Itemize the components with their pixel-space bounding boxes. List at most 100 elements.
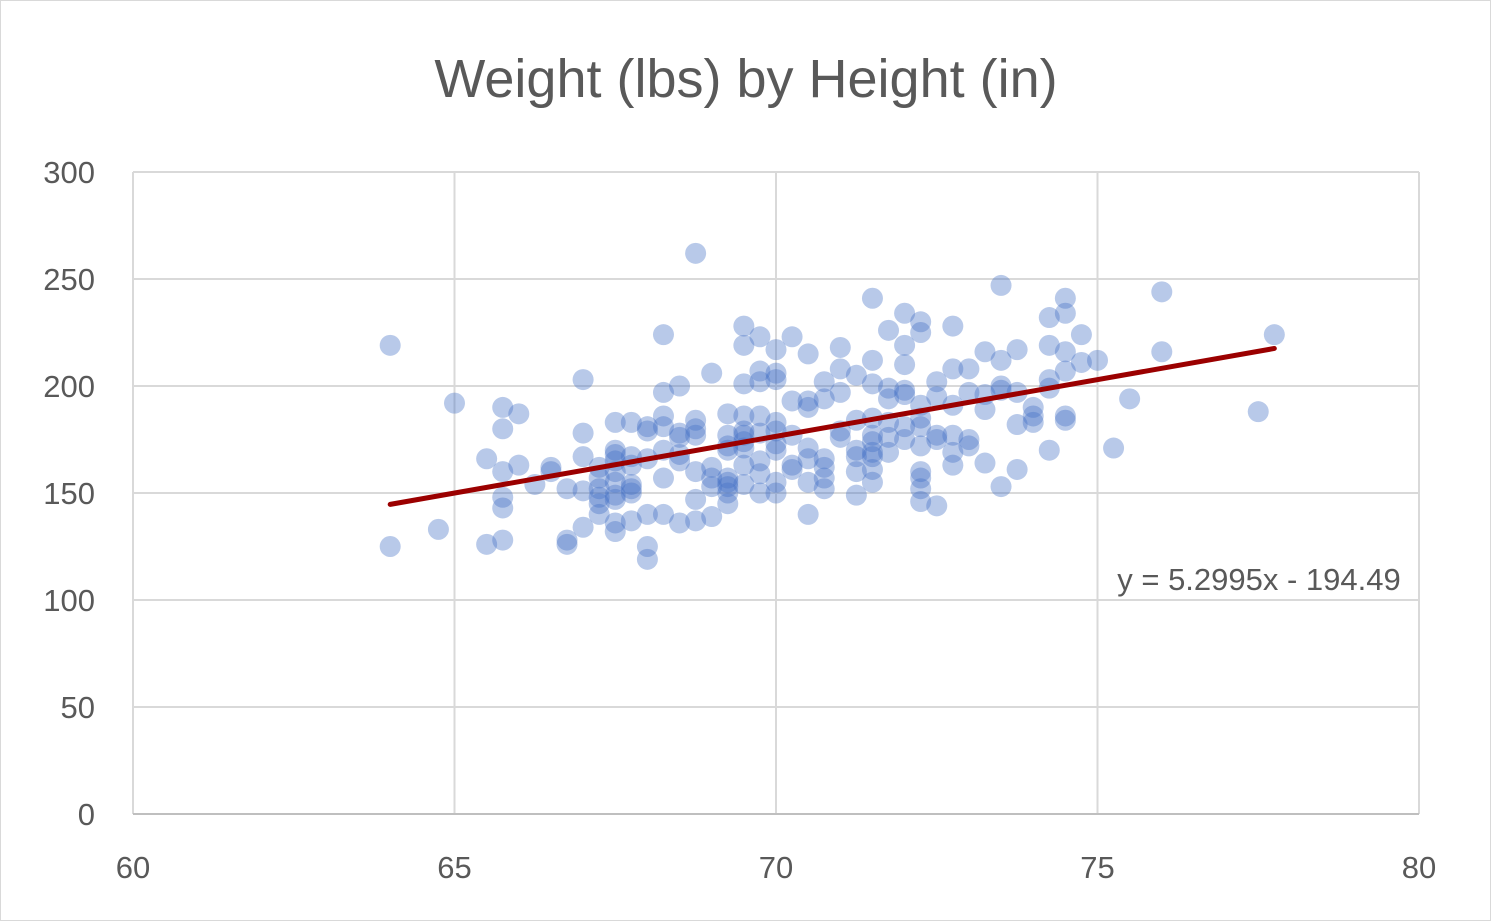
data-point	[444, 392, 465, 414]
data-point	[878, 426, 900, 448]
data-point	[781, 458, 803, 480]
data-point	[926, 371, 948, 393]
data-point	[829, 336, 851, 358]
data-point	[749, 450, 771, 472]
data-point	[894, 334, 916, 356]
trendline	[387, 345, 1277, 507]
data-point	[813, 388, 835, 410]
data-point	[861, 431, 883, 453]
data-point	[1006, 414, 1028, 436]
data-points	[379, 242, 1285, 570]
data-point	[572, 446, 594, 468]
data-point	[926, 424, 948, 446]
data-point	[669, 375, 691, 397]
data-point	[861, 424, 883, 446]
x-tick-label: 70	[759, 850, 793, 885]
data-point	[733, 334, 755, 356]
data-point	[813, 371, 835, 393]
data-point	[588, 493, 610, 515]
data-point	[910, 461, 932, 483]
x-tick-label: 75	[1080, 850, 1114, 885]
data-point	[636, 548, 658, 570]
data-point	[636, 536, 658, 557]
data-point	[910, 322, 932, 343]
data-point	[749, 360, 771, 382]
data-point	[1054, 360, 1076, 382]
data-point	[845, 364, 867, 386]
data-point	[878, 319, 900, 341]
data-point	[797, 390, 819, 412]
data-point	[620, 482, 642, 504]
data-point	[894, 429, 916, 450]
data-point	[813, 467, 835, 489]
data-point	[894, 384, 916, 406]
data-point	[926, 429, 948, 450]
data-point	[652, 324, 674, 346]
data-point	[701, 506, 723, 528]
data-point	[733, 454, 755, 476]
data-point	[492, 497, 514, 519]
data-point	[572, 369, 594, 391]
data-point	[685, 510, 707, 532]
data-point	[861, 458, 883, 480]
data-point	[588, 467, 610, 489]
y-tick-label: 200	[43, 369, 95, 404]
data-point	[652, 405, 674, 427]
data-point	[1038, 334, 1060, 356]
data-point	[508, 454, 530, 476]
data-point	[749, 326, 771, 348]
data-point	[845, 446, 867, 468]
data-point	[1070, 324, 1092, 346]
data-point	[1103, 437, 1125, 459]
data-point	[878, 441, 900, 463]
data-point	[604, 471, 626, 493]
data-point	[765, 482, 787, 504]
data-point	[894, 379, 916, 401]
data-point	[878, 377, 900, 399]
data-point	[765, 339, 787, 361]
data-point	[813, 478, 835, 500]
data-point	[556, 478, 578, 500]
data-point	[717, 493, 739, 515]
y-tick-label: 50	[61, 690, 95, 725]
data-point	[1038, 439, 1060, 461]
data-point	[717, 403, 739, 425]
data-point	[588, 503, 610, 525]
data-point	[1247, 401, 1269, 423]
data-point	[652, 416, 674, 438]
data-point	[990, 476, 1012, 498]
y-tick-label: 0	[78, 797, 95, 832]
data-point	[733, 315, 755, 337]
data-point	[797, 437, 819, 459]
data-point	[781, 454, 803, 476]
data-point	[861, 373, 883, 395]
data-point	[910, 478, 932, 500]
data-point	[765, 411, 787, 433]
data-point	[636, 416, 658, 438]
data-point	[749, 405, 771, 427]
data-point	[990, 349, 1012, 371]
data-point	[427, 518, 449, 540]
data-point	[749, 463, 771, 485]
data-point	[910, 467, 932, 489]
data-point	[910, 435, 932, 457]
data-point	[379, 334, 401, 356]
data-point	[829, 358, 851, 380]
data-point	[620, 473, 642, 495]
data-point	[797, 343, 819, 365]
x-tick-label: 80	[1402, 850, 1436, 885]
data-point	[492, 418, 514, 440]
data-point	[588, 486, 610, 508]
axes: 0 50 100 150 200 250 300 60 65 70 75 80	[43, 155, 1436, 885]
data-point	[1022, 396, 1044, 418]
data-point	[620, 510, 642, 532]
data-point	[942, 454, 964, 476]
data-point	[974, 399, 996, 421]
data-point	[878, 388, 900, 410]
data-point	[733, 420, 755, 442]
data-point	[717, 471, 739, 493]
data-point	[669, 426, 691, 448]
data-point	[958, 381, 980, 403]
data-point	[669, 512, 691, 534]
